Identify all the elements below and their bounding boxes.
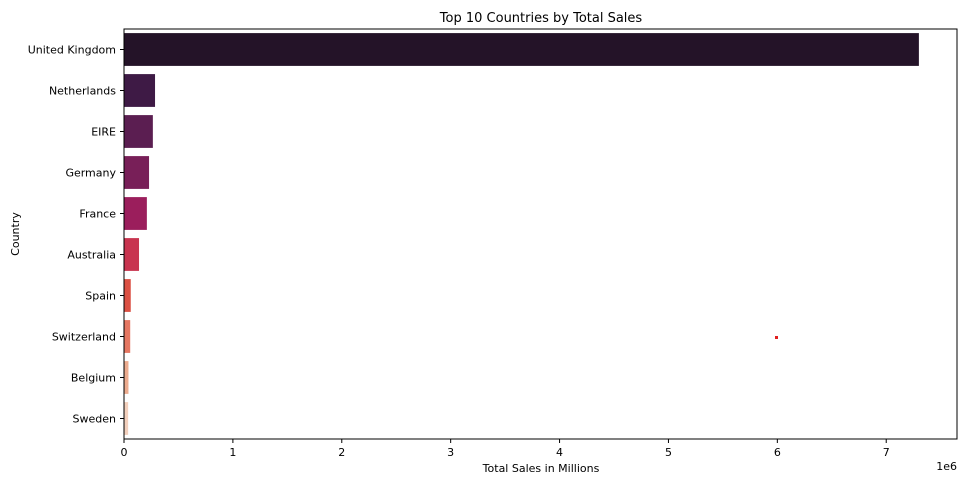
y-tick-label: Switzerland: [52, 331, 116, 344]
y-tick-label: France: [79, 208, 116, 221]
y-ticks: United Kingdom Netherlands EIRE Germany Fran…: [28, 44, 124, 426]
y-axis-label: Country: [9, 212, 22, 256]
bar-spain: [124, 279, 131, 312]
bar-eire: [124, 115, 153, 148]
y-tick-label: Sweden: [73, 413, 116, 426]
bar-netherlands: [124, 74, 156, 107]
y-tick-label: Australia: [67, 249, 116, 262]
x-tick-label: 0: [121, 446, 128, 459]
y-tick-label: EIRE: [91, 126, 116, 139]
y-tick-label: Belgium: [71, 372, 116, 385]
bars-layer: [124, 33, 919, 435]
bar-sweden: [124, 402, 129, 435]
plot-frame: [123, 28, 958, 440]
bar-belgium: [124, 361, 129, 394]
x-tick-label: 1: [229, 446, 236, 459]
y-tick-label: Germany: [65, 167, 116, 180]
x-ticks: 0 1 2 3 4 5 6 7: [121, 439, 890, 459]
bar-switzerland: [124, 320, 131, 353]
x-tick-label: 7: [883, 446, 890, 459]
bar-australia: [124, 238, 140, 271]
x-tick-label: 6: [774, 446, 781, 459]
axes-layer: [123, 28, 958, 440]
x-axis-offset-label: 1e6: [936, 460, 957, 473]
x-tick-label: 3: [447, 446, 454, 459]
x-axis-label: Total Sales in Millions: [482, 462, 600, 475]
chart-title: Top 10 Countries by Total Sales: [439, 11, 643, 26]
bar-germany: [124, 156, 150, 189]
y-tick-label: Netherlands: [49, 85, 116, 98]
x-tick-label: 2: [338, 446, 345, 459]
x-tick-label: 4: [556, 446, 563, 459]
y-tick-label: United Kingdom: [28, 44, 116, 57]
x-tick-label: 5: [665, 446, 672, 459]
red-marker-dot: [775, 336, 778, 339]
bar-france: [124, 197, 147, 230]
y-tick-label: Spain: [85, 290, 116, 303]
bar-united-kingdom: [124, 33, 919, 66]
